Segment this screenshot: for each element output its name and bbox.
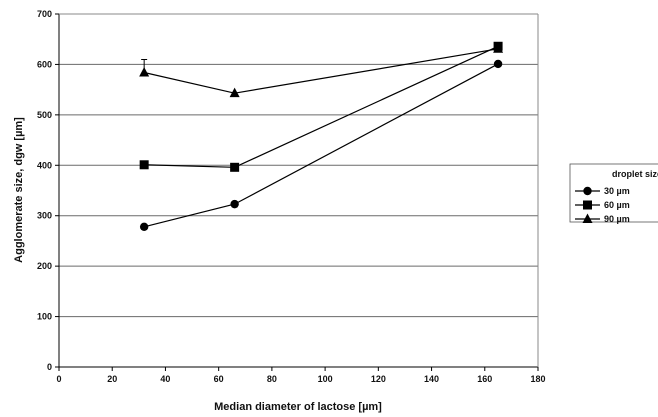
legend-label: 90 µm — [604, 214, 630, 224]
x-tick-label: 100 — [318, 374, 333, 384]
data-point-square — [139, 160, 149, 170]
legend-marker-circle — [583, 186, 592, 196]
x-axis-label: Median diameter of lactose [µm] — [214, 401, 382, 413]
x-tick-label: 180 — [530, 374, 545, 384]
data-point-triangle — [493, 43, 504, 53]
y-tick-label: 700 — [37, 9, 52, 19]
y-tick-label: 300 — [37, 211, 52, 221]
x-tick-label: 40 — [160, 374, 170, 384]
x-tick-label: 0 — [56, 374, 61, 384]
y-axis-label: Agglomerate size, dgw [µm] — [13, 117, 25, 263]
x-tick-label: 20 — [107, 374, 117, 384]
legend-marker-triangle — [582, 213, 593, 223]
legend-title: droplet size — [612, 169, 658, 179]
y-tick-label: 500 — [37, 110, 52, 120]
legend-marker-square — [583, 200, 592, 210]
legend-label: 30 µm — [604, 186, 630, 196]
x-tick-label: 160 — [477, 374, 492, 384]
y-tick-label: 400 — [37, 160, 52, 170]
x-tick-label: 140 — [424, 374, 439, 384]
x-tick-label: 120 — [371, 374, 386, 384]
series-group — [139, 41, 504, 232]
x-tick-label: 80 — [267, 374, 277, 384]
y-tick-label: 600 — [37, 59, 52, 69]
axes: 0 100 200 300 400 500 600 700 0 20 40 60 80 100 120 140… — [37, 9, 546, 384]
y-tick-label: 0 — [47, 362, 52, 372]
data-point-circle — [230, 199, 239, 209]
data-point-triangle — [229, 87, 240, 98]
plot-area — [59, 14, 538, 367]
legend-label: 60 µm — [604, 200, 630, 210]
data-point-circle — [139, 222, 149, 232]
data-point-square — [230, 162, 240, 172]
data-point-circle — [493, 59, 503, 69]
x-tick-label: 60 — [214, 374, 224, 384]
y-tick-label: 200 — [37, 261, 52, 271]
legend-items: 30 µm 60 µm 90 µm — [575, 186, 630, 224]
y-tick-label: 100 — [37, 312, 52, 322]
legend: droplet size 30 µm 60 µm 90 µm — [569, 163, 658, 224]
